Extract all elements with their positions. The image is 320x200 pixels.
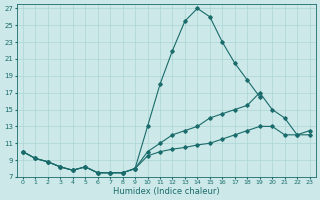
X-axis label: Humidex (Indice chaleur): Humidex (Indice chaleur) <box>113 187 220 196</box>
